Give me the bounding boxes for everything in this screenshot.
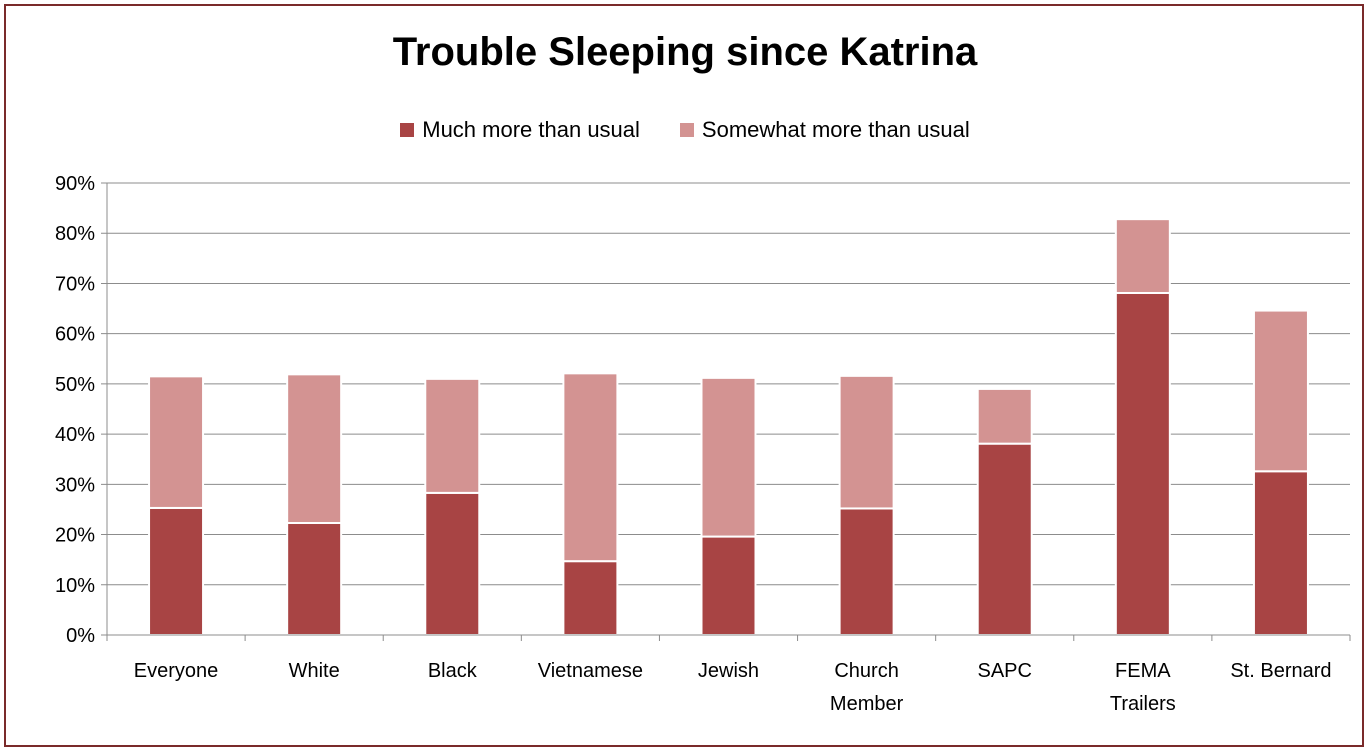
bar-somewhat — [1114, 218, 1171, 294]
bar-somewhat — [838, 374, 895, 510]
y-tick-label: 50% — [55, 374, 95, 396]
legend-swatch-much — [400, 123, 415, 137]
y-tick-label: 70% — [55, 273, 95, 295]
x-tick-label: Jewish — [698, 660, 759, 682]
x-tick-label: Vietnamese — [538, 660, 643, 682]
x-tick-label: Black — [428, 660, 478, 682]
x-tick-label: Everyone — [134, 660, 219, 682]
bar-much — [424, 491, 481, 637]
bar-somewhat — [148, 375, 205, 509]
bar-somewhat — [562, 372, 619, 563]
x-tick-label: SAPC — [977, 660, 1031, 682]
bar-somewhat — [286, 373, 343, 525]
bar-much — [148, 506, 205, 636]
x-tick-label: St. Bernard — [1230, 660, 1331, 682]
bar-somewhat — [700, 376, 757, 538]
y-tick-label: 40% — [55, 424, 95, 446]
legend: Much more than usual Somewhat more than … — [0, 116, 1370, 144]
bar-much — [286, 522, 343, 637]
legend-label-much: Much more than usual — [422, 117, 640, 142]
bar-much — [700, 535, 757, 637]
y-tick-label: 0% — [66, 625, 95, 647]
legend-label-somewhat: Somewhat more than usual — [701, 117, 970, 142]
bar-somewhat — [1252, 309, 1309, 473]
y-tick-label: 10% — [55, 575, 95, 597]
legend-item-somewhat: Somewhat more than usual — [679, 116, 970, 144]
x-tick-label: FEMA Trailers — [1110, 660, 1176, 715]
legend-swatch-somewhat — [679, 123, 694, 137]
legend-item-much: Much more than usual — [400, 116, 640, 144]
bar-somewhat — [424, 377, 481, 494]
y-tick-label: 80% — [55, 223, 95, 245]
bar-much — [976, 442, 1033, 636]
y-tick-label: 90% — [55, 173, 95, 195]
bar-much — [1114, 291, 1171, 636]
y-tick-label: 30% — [55, 474, 95, 496]
x-tick-label: White — [289, 660, 340, 682]
chart-title: Trouble Sleeping since Katrina — [392, 30, 978, 74]
y-tick-label: 20% — [55, 525, 95, 547]
bar-much — [838, 507, 895, 636]
bar-much — [562, 560, 619, 637]
bar-much — [1252, 470, 1309, 636]
y-tick-label: 60% — [55, 324, 95, 346]
x-tick-label: Church Member — [830, 660, 904, 715]
bar-somewhat — [976, 387, 1033, 445]
